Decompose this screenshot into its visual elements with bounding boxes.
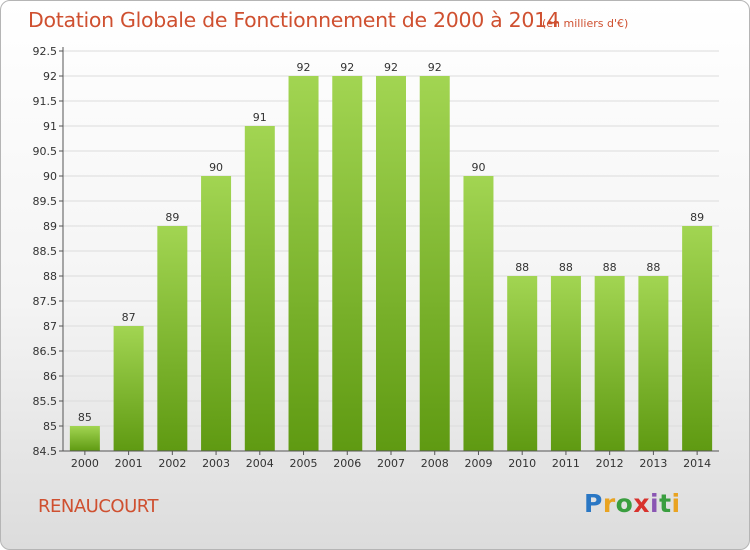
y-tick-label: 92.5 [33,45,58,58]
y-tick-label: 88 [43,270,57,283]
x-tick-label: 2001 [115,457,143,470]
commune-name: RENAUCOURT [38,496,158,517]
x-tick-label: 2004 [246,457,274,470]
bar-2000[interactable] [69,426,100,451]
y-tick-label: 86.5 [33,345,58,358]
logo-letter: P [584,489,603,518]
bar-2012[interactable] [594,276,625,451]
logo-letter: r [602,489,616,518]
bar-2013[interactable] [638,276,669,451]
y-tick-label: 89 [43,220,57,233]
x-tick-label: 2014 [683,457,711,470]
data-label: 89 [690,211,704,224]
y-tick-label: 86 [43,370,57,383]
bar-2011[interactable] [550,276,581,451]
y-tick-label: 85.5 [33,395,58,408]
bar-2009[interactable] [463,176,494,451]
bars [69,76,713,451]
y-tick-label: 90.5 [33,145,58,158]
x-tick-label: 2012 [596,457,624,470]
x-tick-label: 2009 [464,457,492,470]
data-label: 88 [559,261,573,274]
data-label: 89 [165,211,179,224]
y-tick-label: 91 [43,120,57,133]
data-label: 92 [340,61,354,74]
y-tick-label: 90 [43,170,57,183]
x-tick-label: 2000 [71,457,99,470]
data-label: 91 [253,111,267,124]
y-tick-label: 89.5 [33,195,58,208]
y-tick-label: 91.5 [33,95,58,108]
bar-2008[interactable] [419,76,450,451]
data-label: 87 [122,311,136,324]
bar-2007[interactable] [376,76,406,451]
y-tick-label: 85 [43,420,57,433]
data-label: 88 [515,261,529,274]
proxiti-logo[interactable]: Proxiti [584,489,681,518]
bar-2006[interactable] [332,76,363,451]
bar-2002[interactable] [157,226,188,451]
x-tick-label: 2007 [377,457,405,470]
data-label: 90 [471,161,485,174]
axes: 84.5 85 85.5 86 86.5 87 87.5 88 88.5 89 89.5 90 90.5… [33,45,719,470]
x-tick-label: 2013 [639,457,667,470]
x-tick-label: 2003 [202,457,230,470]
bar-2010[interactable] [507,276,538,451]
data-label: 92 [384,61,398,74]
logo-letter: i [650,489,660,518]
x-tick-label: 2006 [333,457,361,470]
y-tick-label: 87 [43,320,57,333]
bar-2004[interactable] [244,126,275,451]
bar-2014[interactable] [682,226,713,451]
bar-2003[interactable] [201,176,232,451]
y-tick-label: 92 [43,70,57,83]
logo-letter: x [633,489,650,518]
y-tick-label: 84.5 [33,445,58,458]
x-tick-label: 2008 [421,457,449,470]
data-label: 88 [603,261,617,274]
chart-title: Dotation Globale de Fonctionnement de 20… [28,8,560,32]
data-label: 92 [428,61,442,74]
data-labels: 85 87 89 90 91 92 92 92 92 90 88 88 88 88 89 [78,61,704,424]
bar-2001[interactable] [113,326,144,451]
y-tick-label: 88.5 [33,245,58,258]
x-tick-label: 2011 [552,457,580,470]
data-label: 85 [78,411,92,424]
y-tick-label: 87.5 [33,295,58,308]
x-tick-label: 2002 [158,457,186,470]
logo-letter: t [659,489,672,518]
x-tick-label: 2005 [290,457,318,470]
data-label: 92 [297,61,311,74]
chart-unit: (en milliers d'€) [542,17,629,30]
data-label: 88 [646,261,660,274]
x-tick-label: 2010 [508,457,536,470]
logo-letter: o [615,489,634,518]
bar-2005[interactable] [288,76,319,451]
data-label: 90 [209,161,223,174]
logo-letter: i [671,489,681,518]
